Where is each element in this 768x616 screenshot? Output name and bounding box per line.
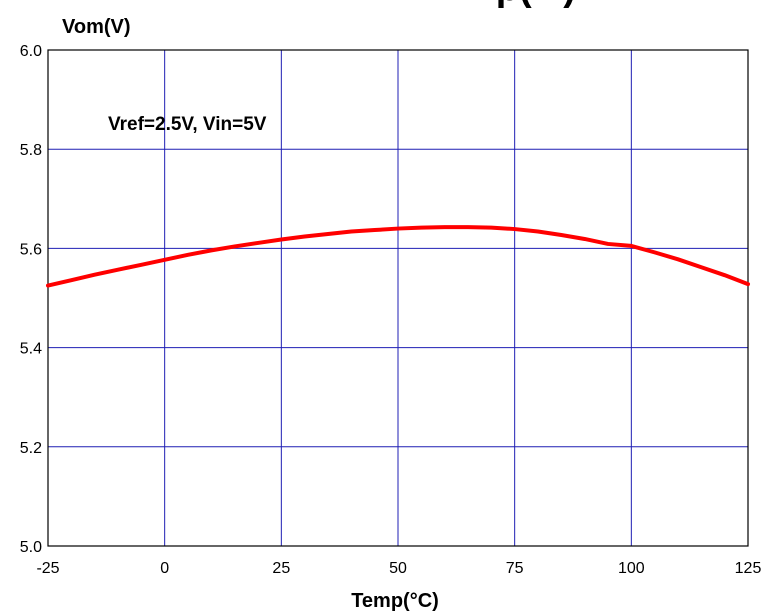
x-tick-label: 75 [506, 560, 524, 577]
x-axis-label: Temp(°C) [351, 590, 439, 612]
y-tick-label: 6.0 [20, 43, 42, 60]
plot-frame [47, 49, 749, 547]
x-tick-label: 0 [160, 560, 169, 577]
chart-annotation: Vref=2.5V, Vin=5V [108, 114, 267, 135]
x-tick-label: 100 [618, 560, 645, 577]
y-tick-label: 5.2 [20, 440, 42, 457]
series-layer [46, 225, 750, 288]
x-tick-labels: -25 0 25 50 75 100 125 [36, 560, 761, 577]
x-tick-label: 50 [389, 560, 407, 577]
y-tick-label: 5.6 [20, 241, 42, 258]
y-axis-label: Vom(V) [62, 16, 131, 38]
y-tick-labels: 5.0 5.2 5.4 5.6 5.8 6.0 [20, 43, 42, 556]
y-tick-label: 5.8 [20, 142, 42, 159]
x-tick-label: 25 [272, 560, 290, 577]
x-tick-label: 125 [735, 560, 762, 577]
plot-border [47, 49, 749, 547]
x-tick-label: -25 [36, 560, 59, 577]
series-line [46, 225, 750, 288]
y-tick-label: 5.4 [20, 341, 42, 358]
grid [48, 50, 748, 546]
y-tick-label: 5.0 [20, 539, 42, 556]
chart-title: ...p(...) [464, 0, 576, 9]
